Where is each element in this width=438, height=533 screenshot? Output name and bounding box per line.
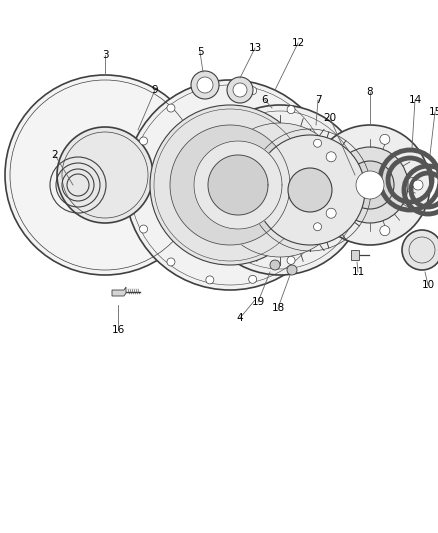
Circle shape	[270, 260, 280, 270]
Circle shape	[332, 147, 408, 223]
Polygon shape	[208, 155, 268, 215]
Circle shape	[213, 123, 347, 257]
Circle shape	[314, 139, 321, 147]
Circle shape	[402, 230, 438, 270]
Text: 3: 3	[102, 50, 108, 60]
Text: 8: 8	[367, 87, 373, 97]
Text: 15: 15	[428, 107, 438, 117]
Text: 11: 11	[351, 267, 364, 277]
Text: 4: 4	[237, 313, 244, 323]
Circle shape	[57, 127, 153, 223]
Circle shape	[287, 256, 295, 264]
Polygon shape	[351, 250, 359, 260]
Circle shape	[288, 168, 332, 212]
Text: 13: 13	[248, 43, 261, 53]
Text: 10: 10	[421, 280, 434, 290]
Circle shape	[326, 208, 336, 218]
Text: 19: 19	[251, 297, 265, 307]
Circle shape	[380, 225, 390, 236]
Circle shape	[206, 86, 214, 94]
Text: 14: 14	[408, 95, 422, 105]
Polygon shape	[170, 125, 290, 245]
Circle shape	[140, 137, 148, 145]
Circle shape	[227, 77, 253, 103]
Circle shape	[314, 223, 321, 231]
Text: 2: 2	[52, 150, 58, 160]
Circle shape	[206, 276, 214, 284]
Circle shape	[287, 106, 295, 114]
Text: 7: 7	[314, 95, 321, 105]
Circle shape	[323, 181, 331, 189]
Circle shape	[380, 134, 390, 144]
Circle shape	[346, 161, 394, 209]
Text: 12: 12	[291, 38, 304, 48]
Circle shape	[356, 171, 384, 199]
Circle shape	[249, 87, 257, 95]
Polygon shape	[330, 177, 390, 213]
Circle shape	[413, 180, 423, 190]
Polygon shape	[112, 287, 126, 296]
Circle shape	[255, 135, 365, 245]
Text: 16: 16	[111, 325, 125, 335]
Circle shape	[125, 80, 335, 290]
Circle shape	[249, 276, 257, 284]
Circle shape	[150, 105, 310, 265]
Text: 9: 9	[152, 85, 158, 95]
Circle shape	[197, 77, 213, 93]
Text: 5: 5	[197, 47, 203, 57]
Text: 20: 20	[323, 113, 336, 123]
Circle shape	[233, 83, 247, 97]
Circle shape	[5, 75, 205, 275]
Circle shape	[287, 265, 297, 275]
Circle shape	[195, 105, 365, 275]
Circle shape	[191, 71, 219, 99]
Text: 6: 6	[261, 95, 268, 105]
Circle shape	[167, 104, 175, 112]
Circle shape	[140, 225, 148, 233]
Text: 18: 18	[272, 303, 285, 313]
Circle shape	[167, 258, 175, 266]
Circle shape	[310, 125, 430, 245]
Circle shape	[326, 152, 336, 162]
Polygon shape	[194, 141, 282, 229]
